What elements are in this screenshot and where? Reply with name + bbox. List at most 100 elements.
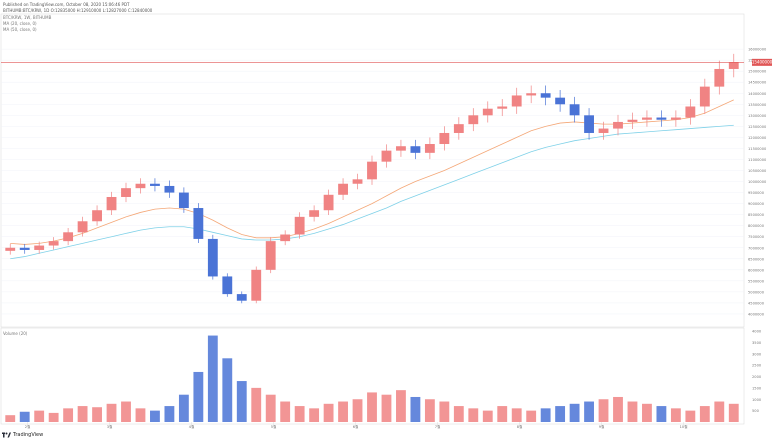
candle-body xyxy=(424,144,435,153)
candle-body xyxy=(627,119,638,122)
volume-tick-label: 3500 xyxy=(752,341,762,345)
candle-body xyxy=(381,150,392,162)
volume-bar xyxy=(63,408,74,422)
candle-body xyxy=(63,232,74,242)
volume-bar xyxy=(207,335,218,422)
price-tick-label: 13500000 xyxy=(748,103,767,107)
volume-bar xyxy=(367,392,377,422)
price-tick-label: 5000000 xyxy=(748,290,765,294)
price-tick-label: 7000000 xyxy=(748,246,765,250)
price-tick-label: 6000000 xyxy=(748,268,765,272)
volume-bar xyxy=(627,401,638,422)
volume-bar xyxy=(699,406,710,422)
price-tick-label: 14000000 xyxy=(748,92,767,96)
volume-bar xyxy=(193,371,204,422)
volume-bar xyxy=(106,403,117,422)
candle-body xyxy=(338,183,348,195)
volume-layer xyxy=(5,335,739,422)
candle-body xyxy=(656,117,667,120)
volume-tick-label: 1000 xyxy=(752,398,762,402)
volume-bar xyxy=(497,406,508,422)
candle-body xyxy=(670,117,681,120)
candle-body xyxy=(699,86,710,107)
volume-bar xyxy=(685,410,696,422)
candle-body xyxy=(294,216,305,235)
volume-tick-label: 2500 xyxy=(752,364,762,368)
price-tick-label: 9000000 xyxy=(748,202,765,206)
legend-ma50[interactable]: MA (50, close, 0) xyxy=(3,27,37,32)
volume-bar xyxy=(77,406,88,422)
candle-body xyxy=(453,124,464,133)
candle-body xyxy=(584,115,594,133)
volume-bar xyxy=(164,406,175,422)
candle-body xyxy=(714,68,725,87)
volume-bar xyxy=(656,406,667,422)
candle-body xyxy=(77,221,88,233)
time-tick-label: 8월 xyxy=(517,424,523,429)
volume-bar xyxy=(714,401,725,422)
volume-bar xyxy=(598,399,609,422)
volume-bar xyxy=(236,381,247,422)
candle-body xyxy=(193,208,204,239)
price-tick-label: 5500000 xyxy=(748,279,765,283)
volume-tick-label: 4000 xyxy=(752,330,762,334)
legend-symbol[interactable]: BTC/KRW, 1W, BITHUMB xyxy=(3,15,52,20)
candle-body xyxy=(34,245,45,250)
candle-body xyxy=(540,93,551,98)
volume-axis[interactable]: 4000 3500 3000 2500 2000 1500 1000 500 xyxy=(752,330,762,414)
candle-body xyxy=(92,210,102,222)
price-tick-label: 9500000 xyxy=(748,191,765,195)
time-tick-label: 6월 xyxy=(353,424,359,429)
price-tick-label: 6500000 xyxy=(748,257,765,261)
price-tick-label: 11000000 xyxy=(748,158,767,162)
legend-ma20[interactable]: MA (20, close, 0) xyxy=(3,21,37,26)
candle-body xyxy=(396,146,406,151)
volume-bar xyxy=(222,358,233,422)
volume-bar xyxy=(526,410,537,422)
volume-tick-label: 1500 xyxy=(752,386,762,390)
candles-layer xyxy=(5,53,739,304)
candle-body xyxy=(613,121,623,129)
volume-bar xyxy=(352,399,363,422)
price-tick-label: 10500000 xyxy=(748,169,767,173)
price-tick-label: 10000000 xyxy=(748,180,767,184)
time-tick-label: 4월 xyxy=(189,424,195,429)
price-tick-label: 12500000 xyxy=(748,125,767,129)
volume-bar xyxy=(381,394,392,422)
volume-bar xyxy=(613,396,623,422)
candle-body xyxy=(728,62,739,69)
volume-bar xyxy=(670,408,681,422)
price-tick-label: 12000000 xyxy=(748,136,767,140)
time-tick-label: 9월 xyxy=(599,424,605,429)
price-tick-label: 7500000 xyxy=(748,235,765,239)
time-tick-label: 10월 xyxy=(680,424,688,429)
ma50-line xyxy=(10,124,734,260)
volume-bar xyxy=(19,411,30,422)
candle-body xyxy=(468,115,479,125)
time-tick-label: 3월 xyxy=(107,424,113,429)
volume-tick-label: 500 xyxy=(752,409,760,413)
volume-bar xyxy=(280,401,291,422)
volume-bar xyxy=(482,410,493,422)
candle-body xyxy=(526,93,537,96)
price-tag xyxy=(752,58,772,66)
grid-lines xyxy=(1,48,744,315)
candle-body xyxy=(135,183,146,189)
candle-body xyxy=(48,241,59,246)
price-tick-label: 8000000 xyxy=(748,224,765,228)
volume-bar xyxy=(453,406,464,422)
price-tick-label: 15000000 xyxy=(748,70,767,74)
volume-legend[interactable]: Volume (20) xyxy=(3,331,28,336)
candle-body xyxy=(642,117,652,120)
volume-bar xyxy=(251,387,262,422)
volume-bar xyxy=(555,406,566,422)
candle-body xyxy=(598,128,609,133)
volume-bar xyxy=(5,415,16,422)
price-tick-label: 11500000 xyxy=(748,147,767,151)
time-axis[interactable]: 2월 3월 4월 5월 6월 7월 8월 9월 10월 xyxy=(25,422,688,429)
candle-body xyxy=(309,210,320,217)
price-tick-label: 14500000 xyxy=(748,81,767,85)
